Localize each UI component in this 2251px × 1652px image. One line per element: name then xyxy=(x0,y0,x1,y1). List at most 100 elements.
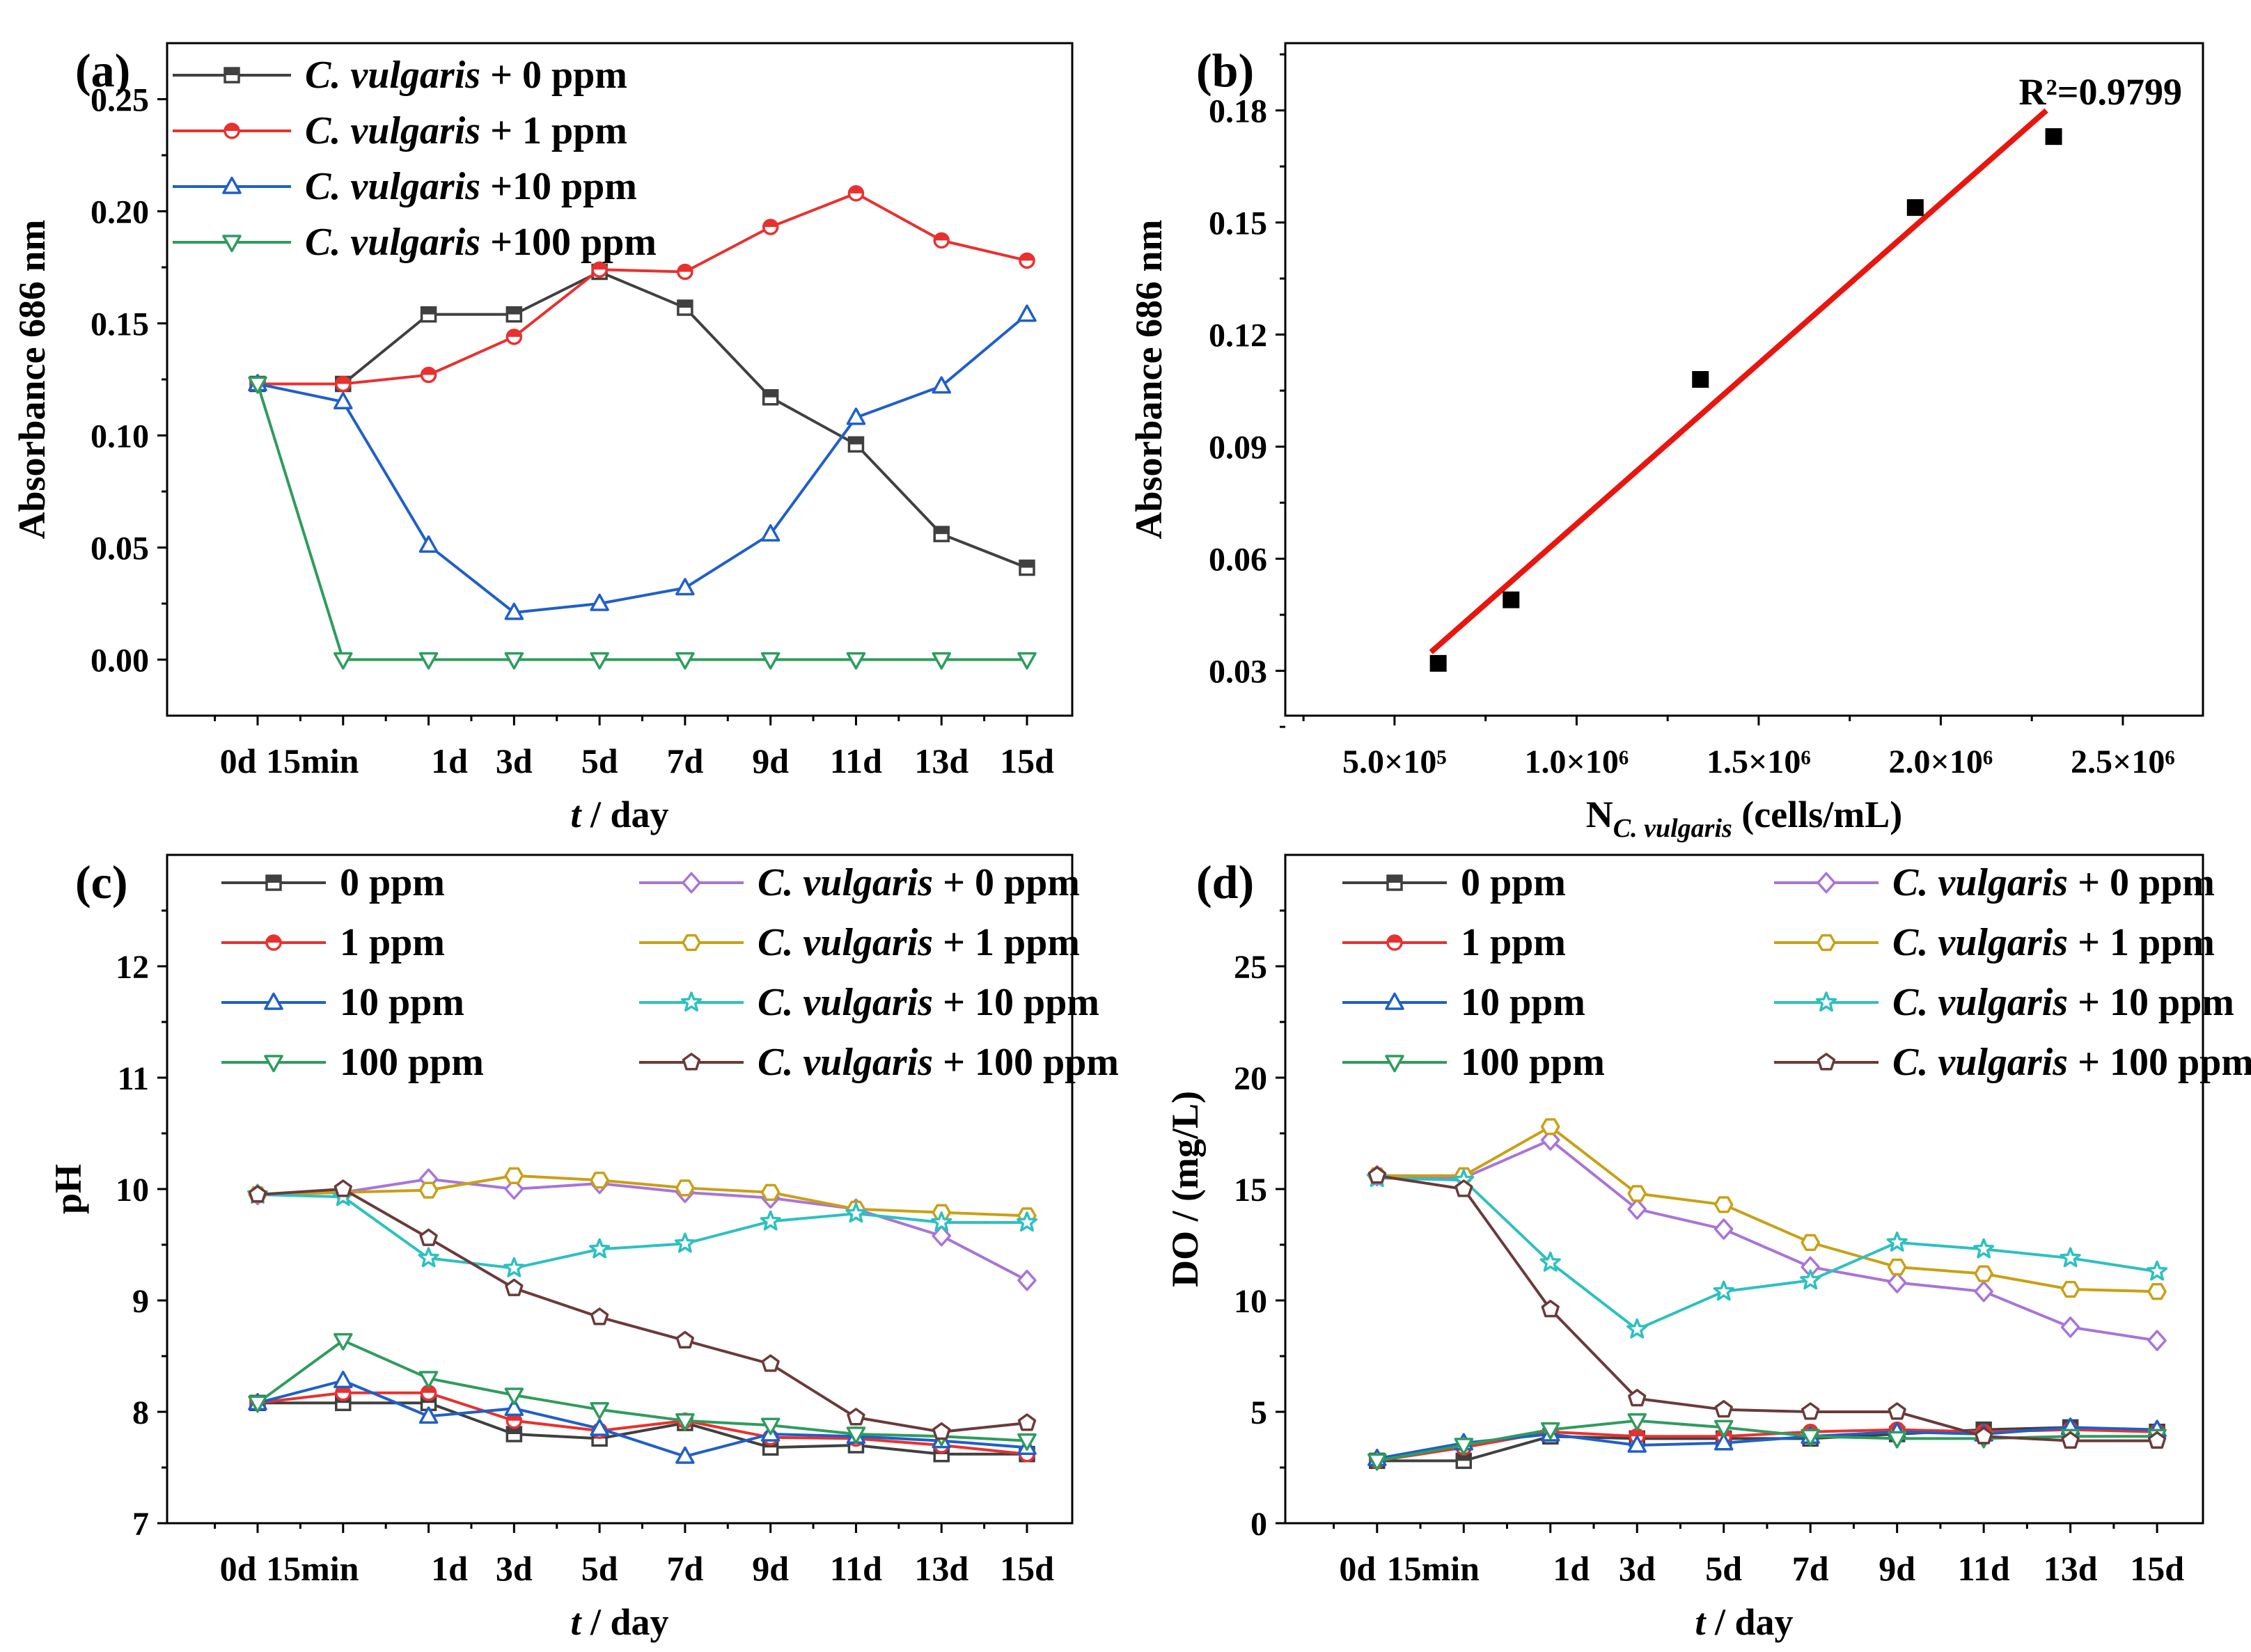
x-tick-label: 3d xyxy=(496,741,533,780)
data-point-fill xyxy=(1020,253,1034,261)
data-point xyxy=(504,652,524,670)
legend-label-italic: C. vulgaris xyxy=(1892,1041,2068,1084)
x-tick-label: 15d xyxy=(1000,1549,1054,1588)
x-tick-label: 0d xyxy=(1339,1549,1376,1588)
data-point-fill xyxy=(336,377,350,384)
legend-label: C. vulgaris + 0 ppm xyxy=(758,861,1080,904)
data-point xyxy=(1017,1269,1037,1291)
data-point xyxy=(1713,1196,1734,1213)
data-point-fill xyxy=(421,307,436,315)
y-tick-label: 20 xyxy=(1234,1060,1267,1097)
series-3 xyxy=(248,376,1037,670)
data-point xyxy=(932,1422,951,1440)
data-point xyxy=(2147,1330,2167,1351)
legend-label: 100 ppm xyxy=(340,1041,484,1084)
data-point xyxy=(1886,1232,1908,1252)
legend-label-italic: C. vulgaris xyxy=(758,861,933,904)
legend-label-rest: 0 ppm xyxy=(1461,861,1566,904)
y-tick-label: 11 xyxy=(118,1060,149,1097)
legend-marker xyxy=(1385,1055,1404,1073)
y-tick-label: 0.25 xyxy=(91,82,149,119)
data-point xyxy=(1800,1269,1821,1290)
x-tick-labels: 0d 15min 1d 3d 5d 7d 9d 11d 13d 15d xyxy=(220,1549,1055,1588)
legend-label-italic: C. vulgaris xyxy=(1892,921,2068,964)
legend-marker-fill xyxy=(1388,936,1402,943)
legend-label: 0 ppm xyxy=(1461,861,1566,904)
series-line xyxy=(257,1391,1028,1456)
legend-marker xyxy=(682,1053,701,1071)
series-2 xyxy=(248,304,1037,620)
legend-label: C. vulgaris + 1 ppm xyxy=(305,109,627,152)
data-point xyxy=(1801,1402,1820,1420)
legend-label-rest: 10 ppm xyxy=(1461,981,1585,1024)
legend-label: C. vulgaris + 0 ppm xyxy=(1892,861,2215,904)
data-point xyxy=(675,1330,695,1349)
legend-label: 10 ppm xyxy=(340,981,464,1024)
data-point xyxy=(590,1172,609,1189)
data-point xyxy=(675,652,695,670)
legend-label: C. vulgaris + 10 ppm xyxy=(1892,981,2234,1024)
data-point xyxy=(248,1395,267,1413)
series-line xyxy=(257,1177,1028,1282)
x-tick-label: 13d xyxy=(914,741,968,780)
series-4 xyxy=(248,1168,1037,1291)
data-point xyxy=(334,652,353,670)
data-point xyxy=(2045,128,2062,145)
data-point xyxy=(847,1408,865,1426)
data-point xyxy=(760,524,781,542)
x-axis-title: NC. vulgaris (cells/mL) xyxy=(1586,794,1902,843)
data-point xyxy=(1801,1429,1820,1447)
y-tick-label: 0.10 xyxy=(91,418,149,455)
data-point-fill xyxy=(421,1385,436,1393)
data-point-fill xyxy=(1457,1454,1471,1461)
data-point xyxy=(1714,1400,1733,1418)
x-tick-labels: 0d 15min 1d 3d 5d 7d 9d 11d 13d 15d xyxy=(220,741,1055,780)
panel-d: 0 5 10 15 20 25 0d 15min 1d 3d 5d 7d 9d 11d 13d 15d t / … xyxy=(1164,853,2251,1643)
series-line xyxy=(1377,1138,2158,1342)
x-axis-title: t / day xyxy=(570,1601,668,1643)
data-point xyxy=(1367,1453,1387,1471)
x-tick-label: 11d xyxy=(830,1549,882,1588)
x-tick-label: 1d xyxy=(1553,1549,1590,1588)
x-tick-label: 5d xyxy=(1705,1549,1742,1588)
x-tick-label: 2.5×10⁶ xyxy=(2071,744,2175,780)
data-point xyxy=(418,535,439,553)
data-point xyxy=(1887,1431,1907,1449)
data-point-fill xyxy=(1630,1429,1645,1437)
data-point xyxy=(1627,1185,1647,1202)
data-point xyxy=(248,376,267,394)
data-point xyxy=(1973,1238,1995,1259)
legend-label: C. vulgaris + 10 ppm xyxy=(758,981,1099,1024)
data-point-fill xyxy=(507,1427,521,1434)
x-axis-title-italic: t xyxy=(1695,1601,1707,1643)
x-tick-label: 3d xyxy=(1619,1549,1656,1588)
x-tick-label: 5.0×10⁵ xyxy=(1342,744,1447,780)
data-point xyxy=(674,1232,696,1253)
data-point xyxy=(418,652,439,670)
x-axis-title-rest: (cells/mL) xyxy=(1732,794,1902,835)
legend-label-italic: C. vulgaris xyxy=(758,1041,933,1084)
legend-label-rest: 1 ppm xyxy=(1461,921,1566,964)
data-point-fill xyxy=(593,262,607,270)
data-point xyxy=(590,1307,609,1325)
series-line xyxy=(258,191,1028,386)
legend-label: C. vulgaris + 1 ppm xyxy=(758,921,1080,964)
data-point-fill xyxy=(849,437,863,445)
legend-marker-fill xyxy=(267,936,281,943)
legend-label-rest: +100 ppm xyxy=(480,221,657,264)
x-tick-labels: 0d 15min 1d 3d 5d 7d 9d 11d 13d 15d xyxy=(1339,1549,2184,1588)
legend-marker-fill xyxy=(225,68,239,75)
data-point xyxy=(1503,591,1520,608)
x-tick-label: 7d xyxy=(666,741,703,780)
legend-label: 1 ppm xyxy=(340,921,445,964)
y-tick-label: 9 xyxy=(132,1283,149,1320)
y-tick-label: 0.15 xyxy=(1209,205,1267,242)
series-7 xyxy=(248,1179,1037,1440)
data-point xyxy=(1541,1118,1560,1135)
x-axis-title-rest: / day xyxy=(581,1601,668,1643)
data-point xyxy=(505,1278,524,1296)
legend-marker xyxy=(680,991,703,1012)
data-point xyxy=(1628,1389,1647,1407)
series-line xyxy=(1377,1174,2158,1442)
legend-label-rest: + 1 ppm xyxy=(933,921,1080,964)
